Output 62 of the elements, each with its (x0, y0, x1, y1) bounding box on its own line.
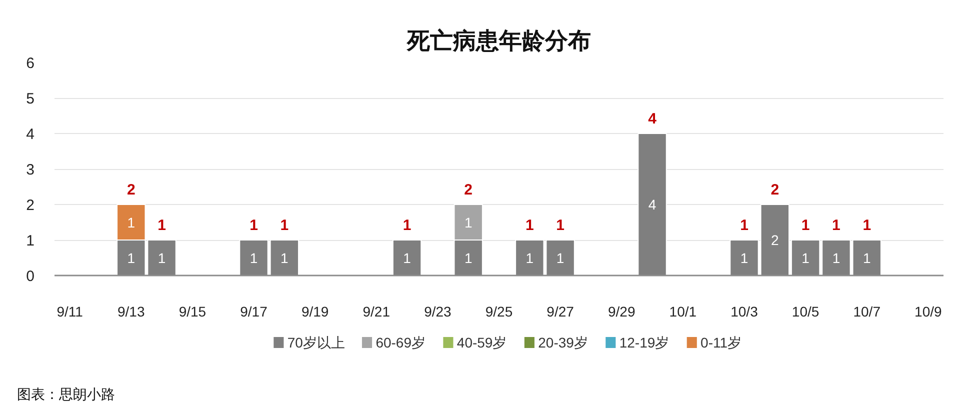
total-label: 1 (556, 217, 564, 234)
x-tick-label: 10/3 (730, 304, 758, 320)
data-label: 4 (648, 196, 656, 212)
x-tick-label: 9/11 (56, 304, 84, 320)
chart-title: 死亡病患年龄分布 (406, 28, 591, 54)
total-label: 1 (740, 217, 748, 234)
y-tick-label: 3 (26, 162, 34, 178)
total-label: 1 (832, 217, 840, 234)
total-label: 2 (770, 182, 780, 198)
x-tick-label: 9/17 (240, 304, 268, 320)
x-tick-label: 9/29 (608, 304, 636, 320)
x-tick-label: 9/19 (301, 304, 329, 320)
data-label: 2 (771, 232, 780, 248)
x-tick-label: 9/27 (546, 304, 574, 320)
data-label: 1 (127, 250, 136, 266)
text: 图表：思朗小路 (17, 385, 115, 404)
y-tick-label: 4 (26, 126, 34, 143)
total-label: 2 (464, 182, 473, 198)
legend-label: 12-19岁 (619, 334, 670, 350)
y-tick-label: 0 (26, 268, 34, 285)
total-label: 1 (402, 217, 412, 234)
data-label: 1 (832, 250, 840, 266)
data-label: 1 (127, 214, 136, 230)
y-tick-label: 6 (26, 55, 34, 72)
x-tick-label: 9/23 (424, 304, 452, 320)
data-label: 1 (464, 214, 472, 230)
data-label: 1 (280, 250, 289, 266)
x-tick-label: 10/9 (914, 304, 942, 320)
data-label: 1 (740, 250, 748, 266)
y-tick-label: 1 (26, 232, 34, 250)
data-label: 1 (862, 250, 871, 266)
x-tick-label: 9/13 (118, 304, 145, 320)
data-label: 1 (464, 250, 472, 266)
legend-label: 0-11岁 (700, 334, 742, 350)
x-tick-label: 9/15 (178, 304, 206, 320)
total-label: 1 (862, 217, 872, 234)
total-label: 4 (648, 110, 658, 128)
x-tick-label: 9/21 (362, 304, 390, 320)
bar (638, 133, 667, 276)
total-label: 1 (801, 217, 810, 234)
data-label: 1 (403, 250, 412, 266)
y-tick-label: 2 (26, 197, 34, 214)
legend-label: 70岁以上 (287, 334, 345, 350)
total-label: 2 (126, 182, 136, 198)
legend-label: 60-69岁 (376, 334, 426, 350)
data-label: 1 (250, 250, 258, 266)
total-label: 1 (280, 217, 289, 234)
y-tick-label: 5 (26, 90, 34, 108)
bar (392, 240, 422, 276)
x-tick-label: 10/7 (853, 304, 881, 320)
data-label: 1 (802, 250, 810, 266)
total-label: 1 (250, 217, 258, 234)
x-tick-label: 10/5 (792, 304, 820, 320)
x-tick-label: 10/1 (669, 304, 697, 320)
data-label: 1 (526, 250, 534, 266)
data-label: 1 (556, 250, 564, 266)
x-tick-label: 9/25 (485, 304, 513, 320)
total-label: 1 (525, 217, 534, 234)
data-label: 1 (158, 250, 166, 266)
total-label: 1 (158, 217, 166, 234)
legend-label: 40-59岁 (456, 334, 507, 350)
legend-label: 20-39岁 (538, 334, 588, 350)
